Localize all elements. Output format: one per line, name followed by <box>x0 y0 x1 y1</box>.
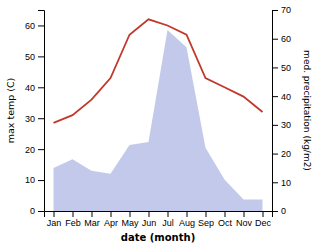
tick-label: Aug <box>179 218 195 228</box>
tick-mark <box>244 211 245 217</box>
tick: Apr <box>104 211 118 228</box>
tick: Aug <box>179 211 195 228</box>
tick: 30 <box>272 120 291 130</box>
tick-label: Dec <box>255 218 272 228</box>
tick: 0 <box>272 206 286 216</box>
tick-label: 40 <box>281 92 291 102</box>
tick-label: Apr <box>104 218 118 228</box>
tick: 60 <box>25 21 44 31</box>
tick-label: 60 <box>281 34 291 44</box>
tick-label: Jun <box>142 218 157 228</box>
tick-label: Feb <box>65 218 81 228</box>
tick-label: 50 <box>281 63 291 73</box>
tick-label: 10 <box>281 178 291 188</box>
tick: Sep <box>198 211 214 228</box>
tick-mark <box>38 118 44 119</box>
tick-label: 20 <box>25 145 35 155</box>
tick-label: 50 <box>25 52 35 62</box>
tick-mark <box>272 125 278 126</box>
tick-label: Oct <box>218 218 233 228</box>
tick-mark <box>187 211 188 217</box>
tick-label: 30 <box>25 114 35 124</box>
tick-mark <box>73 211 74 217</box>
tick: 60 <box>272 34 291 44</box>
tick-label: 30 <box>281 120 291 130</box>
tick-label: 40 <box>25 83 35 93</box>
tick-mark <box>111 211 112 217</box>
tick-label: 60 <box>25 21 35 31</box>
tick-label: Jan <box>47 218 62 228</box>
tick: Mar <box>84 211 100 228</box>
tick-mark <box>38 56 44 57</box>
plot: JanFebMar AprMayJun Jul AugSep OctNovDec 0 10 2… <box>5 5 312 243</box>
tick-label: 0 <box>281 206 286 216</box>
tick-label: Jul <box>162 218 174 228</box>
marks <box>54 19 263 211</box>
tick-mark <box>206 211 207 217</box>
tick: Dec <box>255 211 272 228</box>
tick: Oct <box>218 211 233 228</box>
tick-mark <box>272 182 278 183</box>
y2-axis-title: med. precipitation (kg/m2) <box>302 50 312 171</box>
tick-label: 70 <box>281 5 291 15</box>
tick: 10 <box>272 178 291 188</box>
y-axis-title: max temp (C) <box>5 78 16 144</box>
tick-mark <box>149 211 150 217</box>
tick: Jun <box>142 211 157 228</box>
tick-mark <box>38 25 44 26</box>
tick-mark <box>38 180 44 181</box>
tick: 20 <box>25 145 44 155</box>
tick-label: Sep <box>198 218 214 228</box>
y2-axis: 0 10 20 30 40 50 60 70 <box>272 5 291 216</box>
tick-label: May <box>121 218 139 228</box>
tick-mark <box>38 149 44 150</box>
area <box>54 30 263 211</box>
tick-mark <box>54 211 55 217</box>
tick-mark <box>92 211 93 217</box>
tick-mark <box>272 67 278 68</box>
tick-mark <box>38 87 44 88</box>
axis-domain <box>45 212 273 218</box>
y-axis: 0 10 20 30 40 50 60 <box>25 11 45 217</box>
tick: 20 <box>272 149 291 159</box>
chart: JanFebMar AprMayJun Jul AugSep OctNovDec 0 10 2… <box>0 0 318 247</box>
tick-label: 20 <box>281 149 291 159</box>
x-axis: JanFebMar AprMayJun Jul AugSep OctNovDec <box>45 211 273 228</box>
tick-label: 0 <box>30 206 35 216</box>
tick: Feb <box>65 211 81 228</box>
tick-mark <box>168 211 169 217</box>
line <box>54 19 263 123</box>
tick-mark <box>130 211 131 217</box>
tick-mark <box>272 211 278 212</box>
tick: 50 <box>272 63 291 73</box>
tick: May <box>121 211 139 228</box>
tick: 10 <box>25 175 44 185</box>
tick: 0 <box>30 206 44 216</box>
axis-domain <box>273 11 279 212</box>
tick-mark <box>272 39 278 40</box>
tick-mark <box>272 10 278 11</box>
x-axis-title: date (month) <box>121 232 195 243</box>
tick-mark <box>225 211 226 217</box>
tick-label: Mar <box>84 218 100 228</box>
tick-mark <box>38 211 44 212</box>
axis-domain <box>38 11 45 212</box>
tick: 50 <box>25 52 44 62</box>
tick: 30 <box>25 114 44 124</box>
tick: Nov <box>236 211 253 228</box>
tick: Jan <box>47 211 62 228</box>
tick: 40 <box>272 92 291 102</box>
tick-mark <box>272 154 278 155</box>
tick-mark <box>272 96 278 97</box>
tick: 40 <box>25 83 44 93</box>
tick-label: Nov <box>236 218 253 228</box>
tick-mark <box>263 211 264 217</box>
tick: 70 <box>272 5 291 15</box>
tick: Jul <box>162 211 174 228</box>
tick-label: 10 <box>25 175 35 185</box>
